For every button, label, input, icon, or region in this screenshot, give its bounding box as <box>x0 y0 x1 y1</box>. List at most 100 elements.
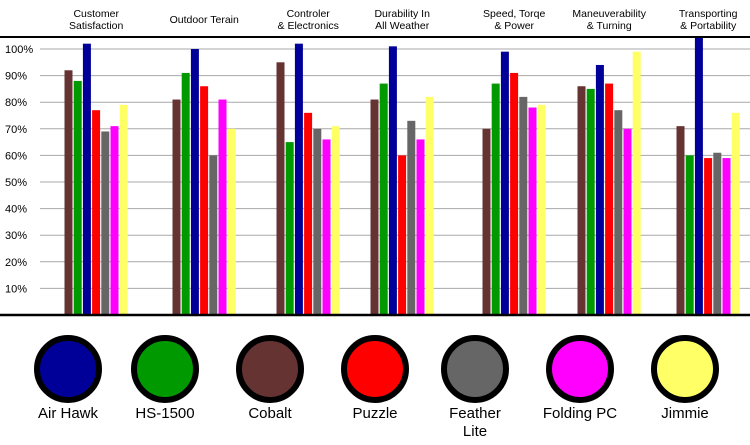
bar <box>491 83 500 315</box>
bar <box>110 126 119 315</box>
category-label-line: & Portability <box>680 20 737 32</box>
category-label-line: & Electronics <box>278 20 339 32</box>
legend-label-line: HS-1500 <box>135 405 194 422</box>
axis-layer: 10% 20% 30% 40% 50% 60% 70% 80% 90% 100% <box>0 36 750 317</box>
legend-label-line: Folding PC <box>543 405 617 422</box>
legend-label-line: Jimmie <box>661 405 709 422</box>
bar <box>388 46 397 316</box>
bar <box>722 158 731 315</box>
legend-label: Feather Lite <box>449 405 501 440</box>
bar <box>425 96 434 315</box>
bar <box>731 112 740 315</box>
bar <box>482 128 491 315</box>
category-label: Durability In All Weather <box>374 8 430 32</box>
category-label: Controler & Electronics <box>278 8 339 32</box>
legend-item: Folding PC <box>543 335 617 422</box>
legend-swatch <box>341 335 409 403</box>
legend-label: Jimmie <box>661 405 709 422</box>
legend-label-line: Feather <box>449 405 501 422</box>
bar-group <box>482 51 546 316</box>
legend-swatch <box>34 335 102 403</box>
legend-label-line: Lite <box>463 423 487 440</box>
bar <box>694 37 703 315</box>
bar <box>276 62 285 315</box>
bar-group <box>172 49 236 316</box>
y-tick-label: 100% <box>5 44 33 56</box>
legend-label: Air Hawk <box>38 405 99 422</box>
bar <box>181 72 190 315</box>
bar-group <box>64 43 128 316</box>
y-tick-label: 80% <box>5 97 27 109</box>
bar <box>322 139 331 315</box>
legend-item: Jimmie <box>651 335 719 422</box>
category-label-line: & Power <box>494 20 534 32</box>
bar-group <box>577 51 641 316</box>
bar <box>632 51 641 315</box>
bar <box>190 49 199 315</box>
y-tick-label: 90% <box>5 71 27 83</box>
bar <box>294 43 303 316</box>
bar <box>537 104 546 315</box>
bar <box>313 128 322 315</box>
bar <box>200 86 209 316</box>
bar <box>614 110 623 316</box>
category-label-line: Maneuverability <box>572 8 646 20</box>
category-label: Transporting & Portability <box>679 8 738 32</box>
legend-swatch <box>651 335 719 403</box>
bar <box>398 155 407 315</box>
legend-label-line: Cobalt <box>248 405 292 422</box>
legend-item: Cobalt <box>236 335 304 422</box>
y-tick-label: 40% <box>5 204 27 216</box>
category-label-line: & Turning <box>587 20 632 32</box>
legend-item: HS-1500 <box>131 335 199 422</box>
y-tick-label: 50% <box>5 177 27 189</box>
bar <box>218 99 227 315</box>
bar <box>172 99 181 315</box>
bar <box>510 72 519 315</box>
legend-swatch <box>546 335 614 403</box>
bar <box>519 96 528 315</box>
bar <box>209 155 218 315</box>
category-label-line: Speed, Torqe <box>483 8 545 20</box>
legend-label: Folding PC <box>543 405 617 422</box>
category-label-line: Customer <box>73 8 119 20</box>
legend-swatch <box>131 335 199 403</box>
bar <box>528 107 537 316</box>
category-label: Maneuverability & Turning <box>572 8 646 32</box>
bar <box>500 51 509 315</box>
bar <box>605 83 614 315</box>
legend-label-line: Puzzle <box>352 405 397 422</box>
bar <box>119 104 128 315</box>
bar <box>370 99 379 315</box>
bar <box>713 152 722 315</box>
y-tick-label: 10% <box>5 283 27 295</box>
bar <box>586 88 595 316</box>
bar <box>101 131 110 315</box>
legend-item: Puzzle <box>341 335 409 422</box>
bar-group <box>676 37 740 315</box>
bar <box>227 128 236 315</box>
legend: Air Hawk HS-1500 Cobalt Puzzle Feather Lite Fo… <box>34 335 719 440</box>
y-tick-label: 30% <box>5 230 27 242</box>
bar-group <box>370 46 434 316</box>
bar <box>623 128 632 315</box>
bar <box>704 158 713 315</box>
legend-swatch <box>441 335 509 403</box>
legend-label: Puzzle <box>352 405 397 422</box>
y-tick-label: 20% <box>5 257 27 269</box>
category-label-line: Outdoor Terain <box>170 14 239 26</box>
bar <box>676 126 685 315</box>
legend-label: HS-1500 <box>135 405 194 422</box>
bar <box>577 86 586 316</box>
y-tick-label: 70% <box>5 124 27 136</box>
bar-group <box>276 43 340 316</box>
legend-swatch <box>236 335 304 403</box>
legend-item: Air Hawk <box>34 335 102 422</box>
category-label-line: All Weather <box>375 20 430 32</box>
bar <box>379 83 388 315</box>
bar <box>82 43 91 316</box>
category-label-line: Transporting <box>679 8 738 20</box>
category-label: Outdoor Terain <box>170 14 239 26</box>
